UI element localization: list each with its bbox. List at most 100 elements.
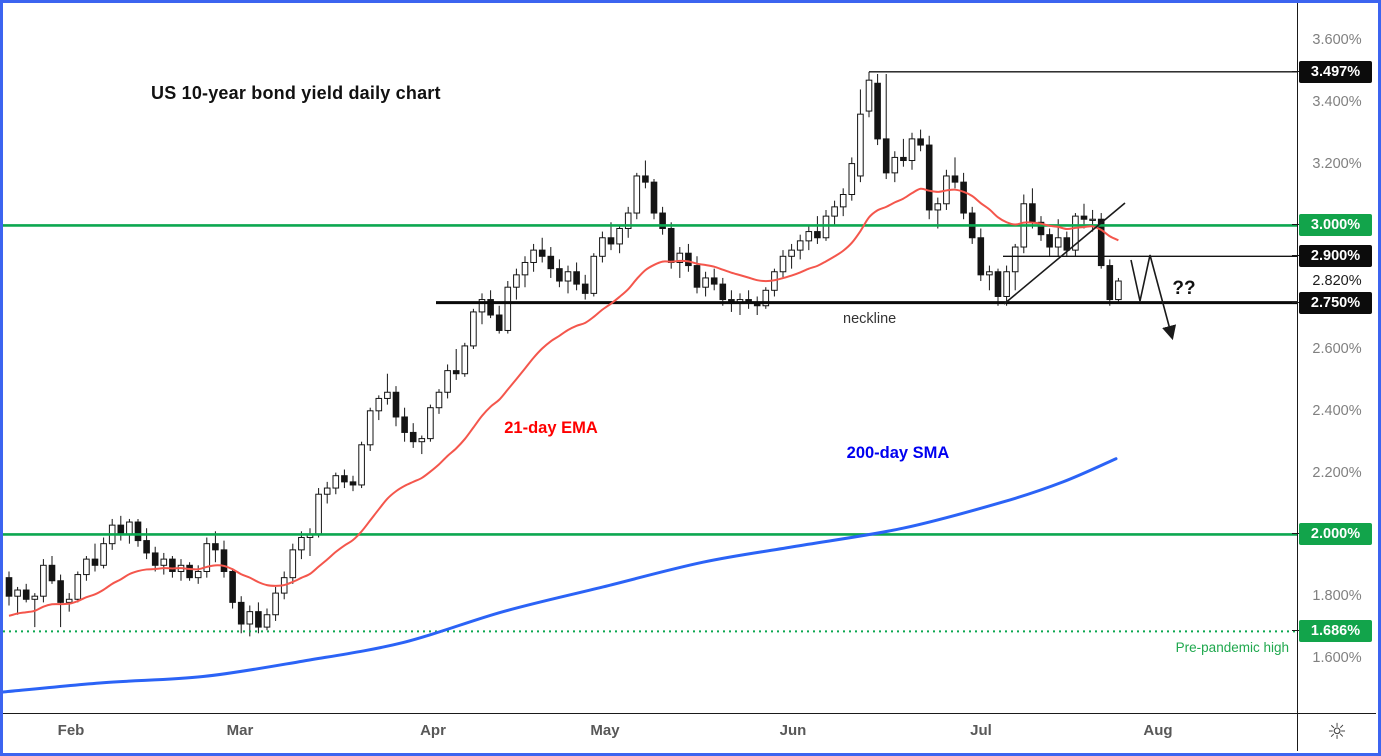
candle bbox=[788, 243, 795, 269]
price-label-2.200: 2.200% bbox=[1312, 464, 1362, 481]
candle bbox=[126, 518, 133, 544]
candle bbox=[693, 256, 701, 294]
candle bbox=[831, 200, 838, 226]
price-label-2.600: 2.600% bbox=[1312, 341, 1362, 357]
candle bbox=[255, 602, 262, 634]
sma-line bbox=[3, 457, 1118, 694]
candle bbox=[891, 151, 899, 183]
candle bbox=[358, 441, 365, 489]
month-label-jul: Jul bbox=[970, 722, 992, 739]
candle bbox=[289, 543, 297, 584]
candle bbox=[616, 225, 623, 254]
candle bbox=[581, 274, 589, 300]
candle bbox=[478, 293, 486, 325]
axis-tick bbox=[1292, 533, 1299, 535]
candle bbox=[676, 247, 684, 278]
axis-settings-box: ☼ bbox=[1297, 713, 1376, 751]
annotation-text: neckline bbox=[843, 311, 896, 327]
candle bbox=[1115, 277, 1122, 303]
candle bbox=[521, 256, 529, 288]
candle bbox=[151, 546, 159, 572]
plot-area: ?? neckline 21-day EMA 200-day SMA Pre-pande… bbox=[3, 3, 1297, 713]
ema-line bbox=[8, 187, 1119, 617]
settings-gear-icon[interactable]: ☼ bbox=[1321, 721, 1353, 744]
candle bbox=[5, 571, 13, 606]
candle bbox=[65, 593, 73, 612]
annotation-text: 21-day EMA bbox=[504, 419, 598, 437]
candle bbox=[177, 559, 185, 581]
annotation-text: ?? bbox=[1172, 278, 1195, 299]
candle bbox=[977, 228, 985, 282]
axis-tick bbox=[1292, 70, 1299, 72]
candle bbox=[83, 556, 90, 581]
candle bbox=[745, 290, 752, 309]
candle bbox=[814, 216, 821, 244]
axis-tick bbox=[1292, 255, 1299, 257]
candle bbox=[495, 305, 503, 334]
price-axis[interactable]: 3.600% 3.497% 3.400% 3.200% 3.000% 2.900% 2.82… bbox=[1292, 3, 1376, 713]
annotation-text: 200-day SMA bbox=[847, 444, 950, 462]
candle bbox=[203, 537, 211, 578]
candle bbox=[925, 135, 933, 220]
candle bbox=[865, 71, 873, 118]
candle bbox=[624, 206, 632, 238]
candle bbox=[461, 342, 469, 377]
price-label-3.200: 3.200% bbox=[1312, 155, 1362, 172]
candle bbox=[951, 157, 959, 189]
month-label-jun: Jun bbox=[779, 722, 807, 739]
candle bbox=[418, 435, 426, 455]
projection-arrow bbox=[1130, 254, 1177, 341]
candle bbox=[220, 540, 228, 578]
price-label-1.600: 1.600% bbox=[1312, 650, 1362, 666]
candle bbox=[186, 562, 193, 581]
candle bbox=[487, 290, 494, 319]
candle bbox=[994, 268, 1002, 306]
candle bbox=[857, 89, 864, 183]
candle bbox=[409, 423, 417, 448]
candle bbox=[917, 129, 924, 152]
price-label-3.000: 3.000% bbox=[1292, 214, 1372, 237]
price-label-2.000: 2.000% bbox=[1292, 523, 1372, 546]
time-axis[interactable]: Feb Mar Apr May Jun Jul Aug bbox=[3, 713, 1297, 751]
candle bbox=[1003, 265, 1010, 306]
candle bbox=[564, 265, 572, 294]
candle bbox=[298, 531, 305, 560]
candle bbox=[908, 132, 916, 170]
candle bbox=[556, 259, 563, 288]
candlestick-chart[interactable]: ?? neckline 21-day EMA 200-day SMA Pre-pande… bbox=[3, 3, 1297, 713]
candle bbox=[1089, 209, 1096, 232]
candle bbox=[685, 243, 692, 272]
trendline bbox=[1003, 202, 1126, 305]
axis-tick bbox=[1292, 224, 1299, 226]
candle bbox=[642, 160, 649, 189]
candle bbox=[237, 596, 245, 634]
candle bbox=[384, 373, 391, 405]
candle bbox=[960, 172, 967, 220]
price-label-2.750: 2.750% bbox=[1292, 291, 1372, 314]
candle bbox=[375, 395, 383, 421]
candle bbox=[848, 157, 856, 201]
price-label-3.497: 3.497% bbox=[1292, 60, 1372, 83]
candle bbox=[22, 583, 30, 603]
candle bbox=[728, 290, 735, 312]
month-label-mar: Mar bbox=[226, 722, 254, 739]
month-label-may: May bbox=[590, 722, 620, 739]
candle bbox=[272, 586, 279, 621]
candle bbox=[659, 206, 666, 235]
candle bbox=[702, 271, 709, 297]
price-label-2.400: 2.400% bbox=[1312, 402, 1362, 419]
candle bbox=[607, 222, 615, 251]
price-label-2.900: 2.900% bbox=[1292, 245, 1372, 268]
candle bbox=[1106, 259, 1114, 306]
candle bbox=[306, 528, 314, 557]
candle bbox=[74, 571, 82, 603]
candle bbox=[229, 568, 236, 609]
candle bbox=[470, 308, 477, 349]
candle bbox=[573, 262, 580, 291]
candle bbox=[143, 528, 150, 560]
candle bbox=[212, 531, 219, 563]
candle bbox=[332, 472, 340, 495]
candle bbox=[805, 225, 813, 251]
candle bbox=[169, 556, 176, 578]
annotation-text: Pre-pandemic high bbox=[1176, 640, 1289, 655]
